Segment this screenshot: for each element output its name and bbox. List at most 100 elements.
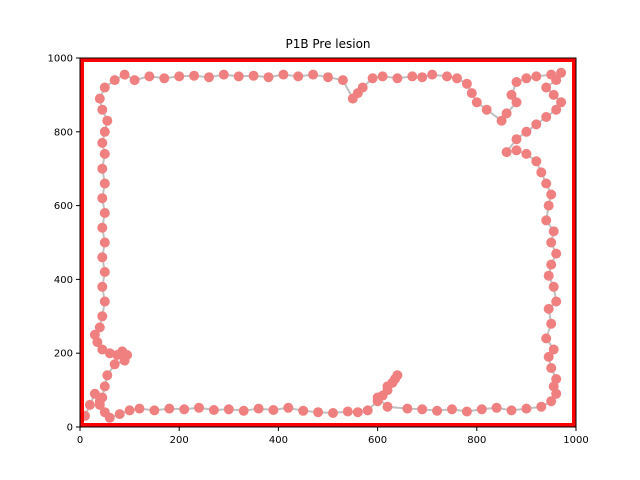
data-point <box>543 351 554 362</box>
data-point <box>427 69 438 80</box>
data-point <box>546 189 557 200</box>
data-point <box>541 215 552 226</box>
data-point <box>546 363 557 373</box>
data-point <box>97 104 108 115</box>
data-point <box>521 148 532 159</box>
data-point <box>263 72 274 83</box>
data-point <box>536 401 547 412</box>
data-point <box>551 296 562 307</box>
data-point <box>99 267 110 277</box>
data-point <box>452 73 462 84</box>
data-point <box>109 359 120 370</box>
data-point <box>194 402 204 413</box>
data-point <box>134 403 145 414</box>
data-point <box>548 89 559 100</box>
data-point <box>541 112 552 122</box>
data-point <box>97 193 108 204</box>
data-point <box>407 71 418 82</box>
data-point <box>491 402 502 413</box>
data-point <box>308 69 319 80</box>
data-point <box>466 88 477 99</box>
data-point <box>119 355 130 366</box>
data-point <box>521 403 532 414</box>
data-point <box>521 126 532 137</box>
data-point <box>543 200 554 211</box>
data-point <box>531 71 542 82</box>
data-point <box>551 374 562 384</box>
data-point <box>268 405 279 415</box>
x-tick-label: 0 <box>77 435 83 446</box>
data-point <box>99 148 110 159</box>
data-point <box>94 399 105 410</box>
data-point <box>102 370 113 381</box>
data-point <box>323 72 333 83</box>
data-point <box>417 404 428 415</box>
data-point <box>471 97 482 108</box>
data-point <box>218 69 229 80</box>
data-point <box>506 405 517 416</box>
data-point <box>536 167 547 178</box>
data-point <box>99 237 110 248</box>
data-point <box>174 71 185 82</box>
data-point <box>461 78 472 89</box>
data-point <box>531 156 542 167</box>
y-tick-label: 600 <box>54 201 73 212</box>
data-point <box>382 381 393 392</box>
data-point <box>546 69 557 80</box>
data-point <box>543 303 554 314</box>
data-point <box>278 69 289 80</box>
data-point <box>99 82 110 93</box>
data-point <box>97 163 108 174</box>
data-point <box>476 404 487 415</box>
data-point <box>481 104 492 115</box>
data-point <box>521 73 532 84</box>
data-point <box>109 75 120 86</box>
data-point <box>543 270 554 281</box>
data-point <box>99 381 110 392</box>
data-point <box>548 344 559 355</box>
data-point <box>461 406 472 417</box>
data-point <box>541 82 552 93</box>
data-point <box>94 93 105 104</box>
data-point <box>417 72 428 83</box>
data-point <box>104 412 115 423</box>
data-point <box>546 237 557 248</box>
data-point <box>551 104 562 115</box>
data-point <box>511 134 522 145</box>
data-point <box>238 405 249 416</box>
data-point <box>352 407 363 418</box>
data-point <box>546 259 557 270</box>
x-tick-label: 600 <box>368 435 387 446</box>
data-point <box>99 178 110 189</box>
axes-frame <box>79 57 577 428</box>
data-point <box>362 405 373 416</box>
data-point <box>337 75 348 86</box>
data-point <box>511 145 522 156</box>
x-tick-label: 1000 <box>563 435 588 446</box>
data-point <box>548 226 559 237</box>
data-point <box>546 396 557 407</box>
data-point <box>377 71 388 82</box>
data-point <box>328 408 338 418</box>
data-point <box>546 318 557 329</box>
data-point <box>253 403 264 414</box>
x-tick-label: 800 <box>467 435 486 446</box>
data-point <box>556 97 567 108</box>
data-point <box>382 401 393 412</box>
data-point <box>342 406 353 417</box>
x-tick-label: 400 <box>269 435 288 446</box>
data-point <box>392 73 403 84</box>
data-point <box>149 405 160 416</box>
plot-area: 0 200 400 600 800 1000 0 200 400 600 800 1000 <box>48 54 589 447</box>
data-point <box>501 108 512 119</box>
data-point <box>208 405 219 415</box>
y-tick-label: 800 <box>54 127 73 138</box>
data-point <box>390 374 400 384</box>
y-tick-label: 0 <box>67 423 73 434</box>
y-tick-label: 1000 <box>48 54 73 65</box>
data-point <box>97 281 108 292</box>
data-point <box>548 281 559 292</box>
data-point <box>556 67 567 78</box>
data-point <box>223 404 234 415</box>
